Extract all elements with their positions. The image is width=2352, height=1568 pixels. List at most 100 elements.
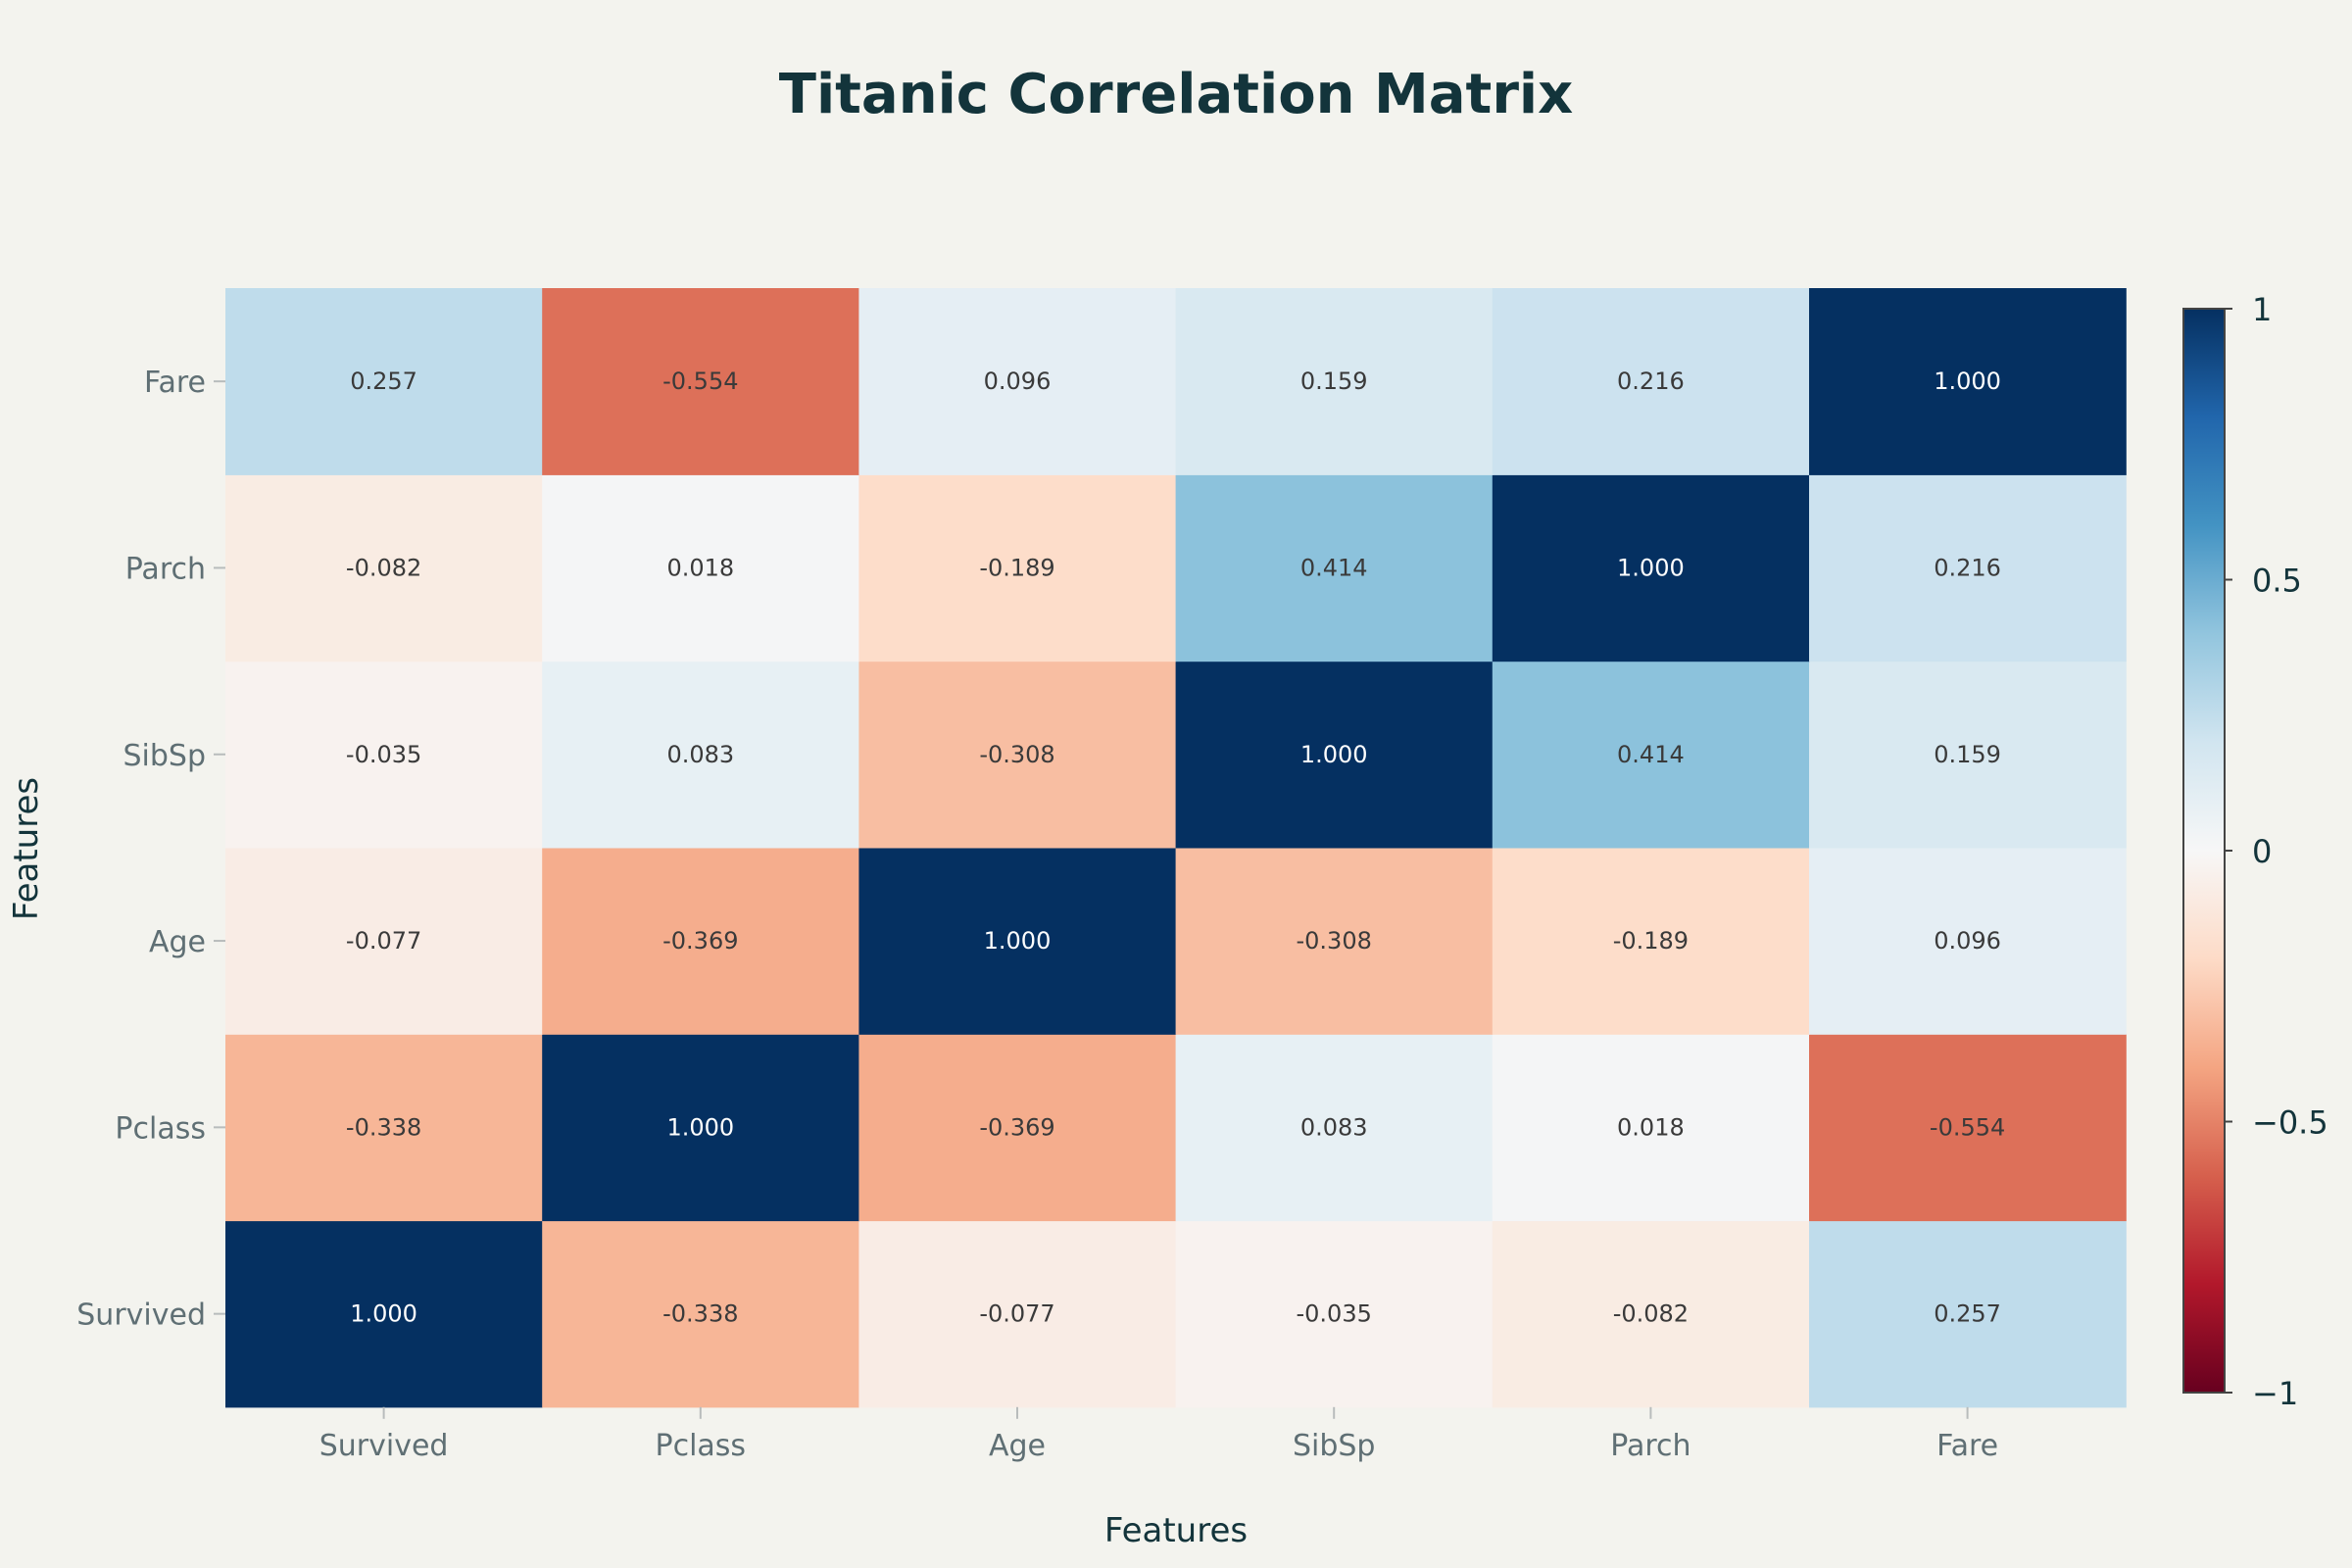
cell-value-label: 0.159 [1934,741,2001,768]
colorbar-tick-label: 0.5 [2252,563,2302,600]
colorbar-tick-label: −0.5 [2252,1104,2328,1142]
cell-value-label: 0.257 [1934,1300,2001,1328]
cell-value-label: 0.083 [666,741,734,768]
heatmap-cell-age-survived [225,847,543,1035]
heatmap-cell-parch-parch [1492,474,1810,662]
heatmap-cell-parch-age [858,474,1177,662]
x-tick-label: Age [989,1429,1046,1463]
heatmap-cell-fare-pclass [542,288,859,475]
cell-value-label: -0.338 [346,1113,421,1141]
cell-value-label: -0.077 [979,1300,1054,1328]
heatmap-cell-survived-pclass [542,1220,859,1408]
cell-value-label: 0.414 [1300,554,1368,581]
y-tick-label: Age [149,925,206,959]
heatmap-cell-labels: 1.000 -0.338 -0.077 -0.035 -0.082 0.257 -0.338… [346,368,2005,1328]
heatmap-cell-parch-pclass [542,474,859,662]
heatmap-cell-fare-parch [1492,288,1810,475]
cell-value-label: 0.216 [1617,368,1685,395]
y-tick-label: Parch [125,552,206,586]
cell-value-label: 0.414 [1617,741,1685,768]
colorbar-ticks: 1 0.5 0 −0.5 −1 [2225,291,2328,1412]
heatmap-cell-sibsp-sibsp [1175,661,1494,849]
cell-value-label: 0.257 [350,368,417,395]
heatmap-cell-fare-fare [1809,288,2127,475]
y-tick-label: Survived [76,1298,206,1333]
cell-value-label: 0.083 [1300,1113,1368,1141]
colorbar-tick-label: −1 [2252,1375,2298,1412]
x-tick-label: SibSp [1293,1429,1376,1463]
heatmap-cell-fare-age [858,288,1177,475]
heatmap-cell-survived-sibsp [1175,1220,1494,1408]
cell-value-label: -0.554 [1930,1113,2005,1141]
heatmap-cell-pclass-sibsp [1175,1034,1494,1222]
heatmap-cell-pclass-survived [225,1034,543,1222]
cell-value-label: 1.000 [1300,741,1368,768]
colorbar-gradient [2182,308,2226,1394]
cell-value-label: 1.000 [1617,554,1685,581]
cell-value-label: -0.082 [346,554,421,581]
heatmap-cells [225,288,2127,1408]
cell-value-label: 1.000 [1934,368,2001,395]
y-axis-ticks: Survived Pclass Age SibSp Parch Fare [76,366,225,1333]
cell-value-label: -0.308 [979,741,1054,768]
heatmap-cell-fare-sibsp [1175,288,1494,475]
heatmap-cell-pclass-fare [1809,1034,2127,1222]
cell-value-label: 0.159 [1300,368,1368,395]
heatmap-cell-pclass-parch [1492,1034,1810,1222]
colorbar: 1 0.5 0 −0.5 −1 [2182,291,2328,1412]
heatmap-cell-age-age [858,847,1177,1035]
cell-value-label: 0.216 [1934,554,2001,581]
cell-value-label: -0.077 [346,927,421,955]
y-tick-label: Pclass [115,1111,206,1146]
cell-value-label: 1.000 [350,1300,417,1328]
x-tick-label: Pclass [656,1429,747,1463]
heatmap-cell-age-fare [1809,847,2127,1035]
cell-value-label: 1.000 [666,1113,734,1141]
x-axis-title: Features [1104,1511,1248,1550]
cell-value-label: 0.018 [1617,1113,1685,1141]
cell-value-label: -0.035 [1297,1300,1372,1328]
heatmap-cell-survived-survived [225,1220,543,1408]
heatmap-cell-pclass-age [858,1034,1177,1222]
heatmap-cell-fare-survived [225,288,543,475]
heatmap-cell-age-parch [1492,847,1810,1035]
heatmap-cell-sibsp-survived [225,661,543,849]
cell-value-label: -0.082 [1613,1300,1689,1328]
y-tick-label: SibSp [122,739,206,773]
cell-value-label: -0.308 [1297,927,1372,955]
heatmap-cell-survived-age [858,1220,1177,1408]
heatmap-cell-sibsp-parch [1492,661,1810,849]
heatmap-cell-parch-sibsp [1175,474,1494,662]
heatmap-cell-parch-fare [1809,474,2127,662]
heatmap-cell-survived-parch [1492,1220,1810,1408]
cell-value-label: 1.000 [984,927,1052,955]
cell-value-label: -0.554 [662,368,738,395]
heatmap-cell-sibsp-age [858,661,1177,849]
cell-value-label: 0.096 [984,368,1052,395]
cell-value-label: -0.189 [1613,927,1689,955]
heatmap-cell-parch-survived [225,474,543,662]
x-tick-label: Survived [319,1429,449,1463]
x-tick-label: Fare [1936,1429,1998,1463]
heatmap-cell-sibsp-fare [1809,661,2127,849]
cell-value-label: -0.369 [662,927,738,955]
cell-value-label: -0.369 [979,1113,1054,1141]
heatmap-cell-pclass-pclass [542,1034,859,1222]
x-tick-label: Parch [1610,1429,1690,1463]
y-axis-title: Features [7,777,46,920]
x-axis-ticks: Survived Pclass Age SibSp Parch Fare [319,1406,1998,1463]
cell-value-label: -0.338 [662,1300,738,1328]
cell-value-label: -0.035 [346,741,421,768]
heatmap-cell-sibsp-pclass [542,661,859,849]
heatmap-cell-age-sibsp [1175,847,1494,1035]
cell-value-label: -0.189 [979,554,1054,581]
cell-value-label: 0.018 [666,554,734,581]
cell-value-label: 0.096 [1934,927,2001,955]
heatmap-cell-survived-fare [1809,1220,2127,1408]
chart-title: Titanic Correlation Matrix [779,63,1574,126]
colorbar-tick-label: 0 [2252,833,2272,870]
y-tick-label: Fare [144,366,206,400]
heatmap-cell-age-pclass [542,847,859,1035]
colorbar-tick-label: 1 [2252,291,2272,328]
